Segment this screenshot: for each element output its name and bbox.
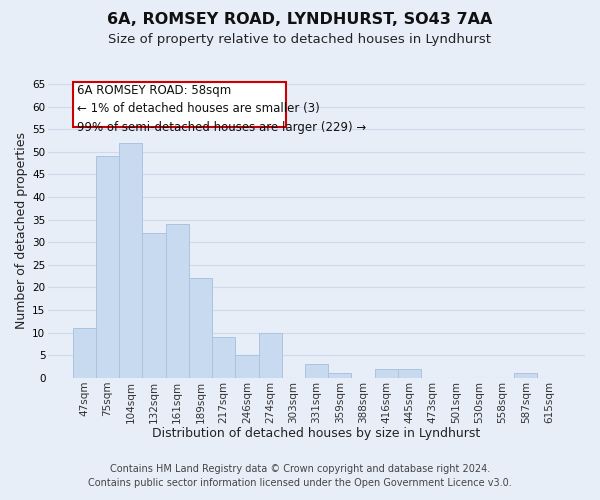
Text: Size of property relative to detached houses in Lyndhurst: Size of property relative to detached ho… [109,32,491,46]
Bar [305,364,328,378]
Y-axis label: Number of detached properties: Number of detached properties [15,132,28,330]
Bar [328,374,352,378]
Bar [166,224,189,378]
Bar [119,143,142,378]
Text: 6A, ROMSEY ROAD, LYNDHURST, SO43 7AA: 6A, ROMSEY ROAD, LYNDHURST, SO43 7AA [107,12,493,28]
Bar [514,374,538,378]
Text: 6A ROMSEY ROAD: 58sqm
← 1% of detached houses are smaller (3)
99% of semi-detach: 6A ROMSEY ROAD: 58sqm ← 1% of detached h… [77,84,367,134]
Bar [398,369,421,378]
Bar [374,369,398,378]
Bar [212,337,235,378]
Bar [189,278,212,378]
Bar [142,233,166,378]
X-axis label: Distribution of detached houses by size in Lyndhurst: Distribution of detached houses by size … [152,427,481,440]
Bar [235,356,259,378]
Bar [73,328,96,378]
Bar [96,156,119,378]
Bar [73,82,286,127]
Bar [259,332,282,378]
Text: Contains HM Land Registry data © Crown copyright and database right 2024.
Contai: Contains HM Land Registry data © Crown c… [88,464,512,487]
